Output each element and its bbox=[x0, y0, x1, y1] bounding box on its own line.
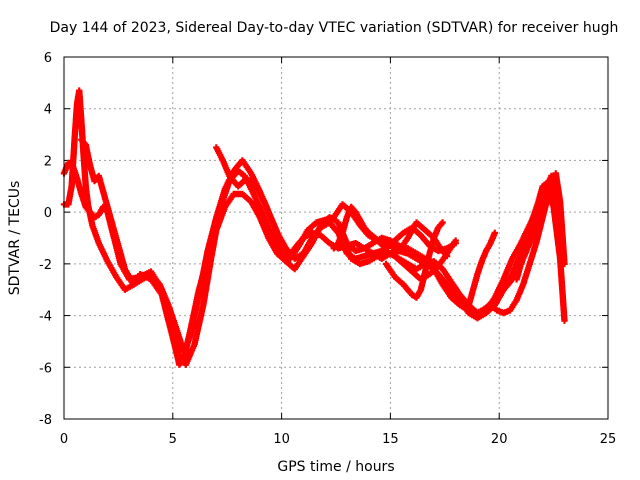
plus-markers bbox=[513, 172, 564, 283]
x-tick-label: 5 bbox=[169, 432, 177, 447]
series-track-j bbox=[513, 172, 564, 283]
y-tick-label: 2 bbox=[44, 154, 52, 169]
y-tick-labels: 6 4 2 0 -2 -4 -6 -8 bbox=[39, 51, 52, 428]
y-tick-label: -4 bbox=[39, 310, 52, 325]
x-tick-label: 25 bbox=[600, 432, 617, 447]
y-tick-label: 0 bbox=[44, 206, 52, 221]
x-tick-label: 0 bbox=[60, 432, 68, 447]
series-track-h bbox=[465, 229, 498, 309]
plus-markers bbox=[465, 229, 498, 309]
y-tick-label: -2 bbox=[39, 258, 52, 273]
chart-title: Day 144 of 2023, Sidereal Day-to-day VTE… bbox=[50, 20, 619, 36]
x-tick-labels: 0 5 10 15 20 25 bbox=[60, 432, 616, 447]
y-axis-label: SDTVAR / TECUs bbox=[7, 181, 23, 296]
y-tick-label: 6 bbox=[44, 51, 52, 66]
x-tick-label: 15 bbox=[382, 432, 399, 447]
y-tick-label: -8 bbox=[39, 413, 52, 428]
y-tick-label: -6 bbox=[39, 361, 52, 376]
x-tick-label: 10 bbox=[273, 432, 290, 447]
x-axis-label: GPS time / hours bbox=[277, 459, 394, 475]
plus-markers bbox=[382, 219, 446, 301]
tick-marks bbox=[63, 56, 609, 420]
series-track-g bbox=[382, 219, 446, 301]
grid-lines bbox=[64, 57, 608, 419]
y-tick-label: 4 bbox=[44, 103, 52, 118]
data-series bbox=[60, 87, 568, 368]
plot-frame bbox=[63, 56, 609, 420]
x-tick-label: 20 bbox=[491, 432, 508, 447]
